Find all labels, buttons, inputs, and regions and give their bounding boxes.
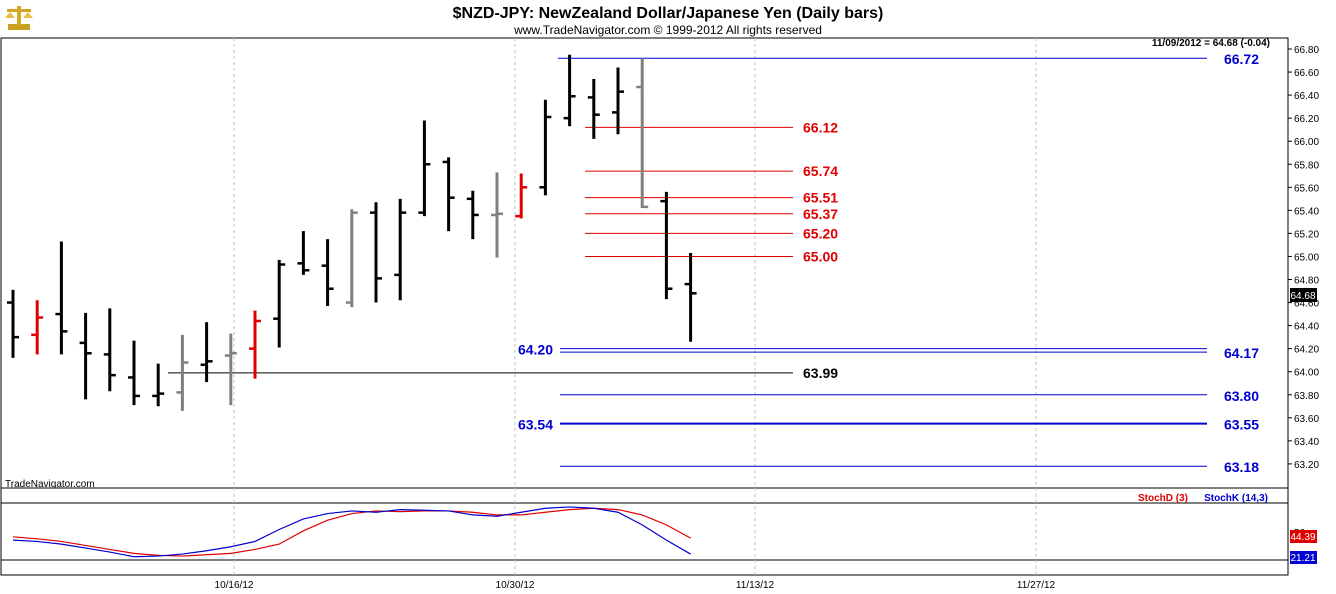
price-tick-label: 66.60 [1294, 68, 1319, 79]
level-label-mid: 65.51 [803, 190, 838, 206]
stochastic-panel [0, 487, 1289, 576]
level-label-left: 64.20 [518, 342, 553, 358]
ohlc-bar [176, 334, 189, 411]
stochd-last-value: 44.39 [1290, 532, 1315, 543]
date-gridlines [233, 38, 1037, 488]
date-tick-label: 11/13/12 [736, 580, 775, 591]
ohlc-bar [31, 300, 44, 355]
ohlc-bar [394, 198, 407, 301]
stochk-line [12, 506, 691, 558]
level-label-mid: 65.37 [803, 206, 838, 222]
price-tick-label: 66.80 [1294, 45, 1319, 56]
price-tick-label: 64.40 [1294, 322, 1319, 333]
date-axis: 10/16/12 10/30/12 11/13/12 11/27/12 [215, 580, 1056, 591]
date-tick-label: 11/27/12 [1017, 580, 1056, 591]
ohlc-bar [79, 312, 92, 400]
ohlc-bar [466, 190, 479, 240]
ohlc-bar [128, 340, 140, 406]
price-panel [0, 37, 1289, 489]
ohlc-bar [515, 173, 528, 219]
price-tick-label: 65.60 [1294, 183, 1319, 194]
ohlc-bar [612, 67, 624, 135]
price-tick-label: 64.00 [1294, 368, 1319, 379]
price-tick-label: 64.80 [1294, 276, 1319, 287]
level-label-right: 66.72 [1224, 51, 1259, 67]
level-label-mid: 66.12 [803, 119, 838, 135]
price-tick-label: 65.40 [1294, 206, 1319, 217]
date-tick-label: 10/16/12 [215, 580, 254, 591]
ohlc-bar [297, 231, 310, 275]
level-label-mid: 63.99 [803, 365, 838, 381]
ohlc-bar [103, 308, 116, 392]
ohlc-bar [563, 54, 576, 127]
level-label-right: 64.17 [1224, 345, 1259, 361]
ohlc-bar [418, 120, 431, 217]
price-tick-label: 65.00 [1294, 252, 1319, 263]
date-tick-label: 10/30/12 [496, 580, 535, 591]
price-axis: 63.20 63.40 63.60 63.80 64.00 64.20 64.40 64.60… [1288, 45, 1319, 471]
ohlc-bar [55, 241, 68, 355]
level-label-mid: 65.74 [803, 163, 838, 179]
ohlc-bar [224, 333, 237, 406]
chart-title: $NZD-JPY: NewZealand Dollar/Japanese Yen… [453, 5, 884, 22]
ohlc-bar [152, 363, 165, 407]
ohlc-bar [539, 99, 552, 196]
level-label-mid: 65.00 [803, 248, 838, 264]
price-tick-label: 63.20 [1294, 460, 1319, 471]
price-tick-label: 66.20 [1294, 114, 1319, 125]
ohlc-bar [200, 322, 213, 383]
level-label-right: 63.18 [1224, 459, 1259, 475]
legend-stochd: StochD (3) [1138, 493, 1188, 504]
ohlc-bar [587, 78, 600, 139]
last-price-badge: 64.68 [1290, 288, 1317, 302]
price-tick-label: 63.80 [1294, 391, 1319, 402]
ohlc-bar [345, 209, 358, 308]
legend-stochk: StochK (14,3) [1204, 493, 1268, 504]
level-label-mid: 65.20 [803, 225, 838, 241]
price-tick-label: 64.20 [1294, 345, 1319, 356]
stochk-last-value: 21.21 [1290, 553, 1315, 564]
price-tick-label: 63.60 [1294, 414, 1319, 425]
stochd-badge: 44.39 [1290, 530, 1317, 543]
copyright-text: www.TradeNavigator.com © 1999-2012 All r… [513, 23, 822, 37]
stochastic-lines [12, 506, 691, 558]
ohlc-bar [442, 157, 455, 232]
price-tick-label: 66.00 [1294, 137, 1319, 148]
watermark: TradeNavigator.com [5, 479, 95, 490]
stochk-badge: 21.21 [1290, 551, 1317, 564]
price-tick-label: 66.40 [1294, 91, 1319, 102]
ohlc-bar [249, 310, 261, 379]
ohlc-bar [7, 289, 19, 358]
price-tick-label: 65.80 [1294, 160, 1319, 171]
last-value-readout: 11/09/2012 = 64.68 (-0.04) [1152, 38, 1270, 49]
level-label-left: 63.54 [518, 417, 553, 433]
ohlc-bar [660, 191, 673, 300]
ohlc-bar [370, 202, 382, 303]
ohlc-bar [321, 239, 334, 307]
level-label-right: 63.80 [1224, 388, 1259, 404]
ohlc-bars [7, 54, 697, 411]
stochd-line [12, 507, 691, 557]
price-tick-label: 64.60 [1294, 299, 1319, 310]
price-tick-label: 63.40 [1294, 437, 1319, 448]
level-label-right: 63.55 [1224, 417, 1259, 433]
stochastic-gridlines [233, 488, 1037, 575]
last-price-label: 64.68 [1290, 291, 1315, 302]
price-tick-label: 65.20 [1294, 229, 1319, 240]
ohlc-bar [636, 58, 649, 209]
ohlc-bar [491, 172, 503, 258]
scales-icon [5, 6, 33, 30]
ohlc-bar [273, 259, 286, 348]
ohlc-bar [684, 252, 697, 342]
